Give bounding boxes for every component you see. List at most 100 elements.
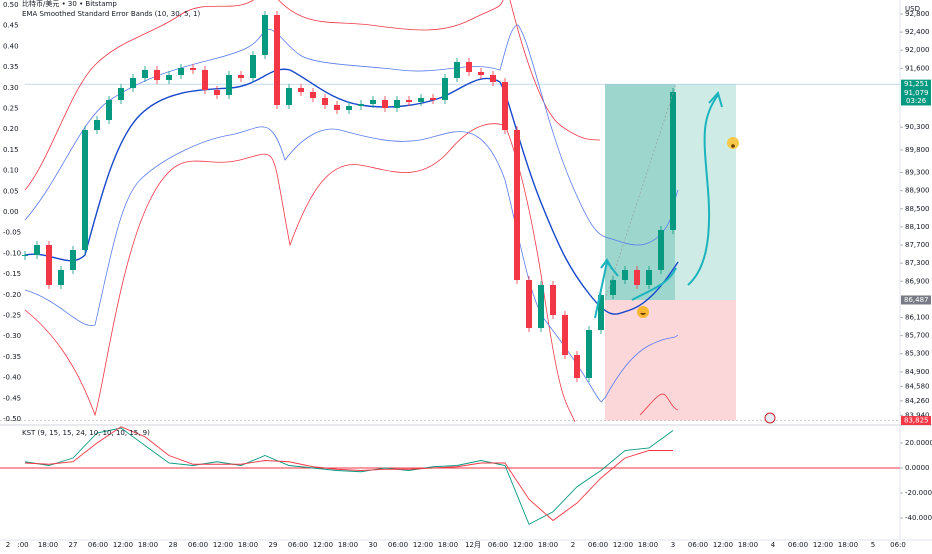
lower-inner-band: [24, 126, 679, 403]
kst-legend: KST (9, 15, 15, 24, 10, 10, 10, 15, 9): [22, 429, 150, 437]
candle: [634, 269, 640, 285]
candle: [118, 88, 124, 100]
indicator-legend: EMA Smoothed Standard Error Bands (10, 3…: [22, 10, 200, 18]
candle: [646, 269, 652, 285]
time-label: 28: [169, 541, 178, 549]
band-axis-label: 0.05: [3, 187, 19, 195]
candle: [130, 78, 136, 89]
time-label: 12:00: [513, 541, 533, 549]
candle: [574, 355, 580, 378]
time-label: 06:00: [788, 541, 808, 549]
candle: [178, 67, 184, 76]
price-tick-label: 92,000: [905, 46, 930, 54]
time-label: 12:00: [313, 541, 333, 549]
time-label: 18:00: [638, 541, 658, 549]
band-axis-label: 0.20: [3, 125, 19, 133]
candle: [334, 105, 340, 110]
band-axis-label: 0.30: [3, 84, 19, 92]
time-label: 06:0: [890, 541, 906, 549]
band-axis-label: -0.50: [3, 415, 21, 423]
candle: [202, 69, 208, 91]
price-tag: [901, 79, 931, 89]
symbol-legend: 比特币/美元 • 30 • Bitstamp: [22, 0, 117, 8]
candle: [298, 88, 304, 93]
profit-zone-filled: [605, 84, 675, 300]
time-label: 18:00: [38, 541, 58, 549]
time-label: 06:00: [388, 541, 408, 549]
time-label: 5: [871, 541, 875, 549]
band-axis-label: 0.50: [3, 1, 19, 9]
price-tick-label: 89,800: [905, 146, 930, 154]
time-label: 06:00: [488, 541, 508, 549]
price-tick-label: 84,580: [905, 382, 930, 390]
candle: [34, 245, 40, 255]
band-axis-label: -0.40: [3, 374, 21, 382]
kst-tick-label: -20.0000: [905, 489, 932, 497]
price-tick-label: 88,900: [905, 187, 930, 195]
upper-outer-band: [24, 0, 254, 191]
candle: [382, 99, 388, 108]
band-axis-label: -0.45: [3, 394, 21, 402]
candle: [250, 54, 256, 79]
price-tag: [901, 88, 931, 98]
price-unit: USD: [905, 5, 920, 13]
candle: [478, 71, 484, 76]
price-tick-label: 84,900: [905, 368, 930, 376]
candle: [106, 99, 112, 120]
kst-tick-label: 20.0000: [905, 439, 932, 447]
time-label: 29: [269, 541, 278, 549]
candle: [562, 315, 568, 356]
candle: [586, 330, 592, 378]
price-tick-label: 89,300: [905, 169, 930, 177]
smile-icon: [637, 306, 649, 318]
band-axis-label: -0.25: [3, 312, 21, 320]
countdown-label: 03:26: [906, 97, 927, 105]
candle: [430, 97, 436, 100]
fear-icon: [727, 137, 739, 149]
time-label: 12:00: [213, 541, 233, 549]
band-axis-label: -0.10: [3, 249, 21, 257]
smile-mouth: [640, 313, 646, 315]
candle: [670, 91, 676, 230]
candle: [154, 69, 160, 80]
price-tag-label: 91,079: [904, 89, 929, 97]
candle: [610, 279, 616, 295]
band-axis-label: 0.40: [3, 42, 19, 50]
band-axis-label: 0.10: [3, 167, 19, 175]
price-tick-label: 87,300: [905, 259, 930, 267]
candle: [322, 97, 328, 106]
upper-outer-band: [509, 0, 601, 141]
time-label: 12:00: [113, 541, 133, 549]
lower-outer-band: [639, 393, 679, 416]
candle: [502, 81, 508, 131]
kst-kst-line: [24, 427, 674, 525]
time-label: 12:00: [413, 541, 433, 549]
price-tick-label: 91,600: [905, 64, 930, 72]
kst-tick-label: -40.0000: [905, 514, 932, 522]
time-label: 18:00: [238, 541, 258, 549]
candle: [22, 254, 28, 256]
curve-arrow: [687, 94, 719, 286]
candle: [166, 75, 172, 80]
candle: [262, 14, 268, 55]
price-tick-label: 88,100: [905, 223, 930, 231]
countdown-tag: [901, 96, 931, 106]
candle: [142, 69, 148, 79]
candle: [658, 229, 664, 270]
arrow-head: [708, 90, 723, 108]
candle: [526, 279, 532, 329]
candle: [538, 284, 544, 329]
candle: [274, 14, 280, 106]
fear-mouth: [731, 144, 735, 148]
band-axis-label: -0.15: [3, 270, 21, 278]
price-tick-label: 86,900: [905, 277, 930, 285]
price-tag-label: 86,487: [904, 296, 929, 304]
price-tick-label: 92,400: [905, 28, 930, 36]
candle: [394, 99, 400, 108]
candle: [346, 106, 352, 110]
candle: [490, 75, 496, 82]
lower-outer-band: [24, 123, 576, 423]
trend-dotted: [604, 84, 677, 301]
